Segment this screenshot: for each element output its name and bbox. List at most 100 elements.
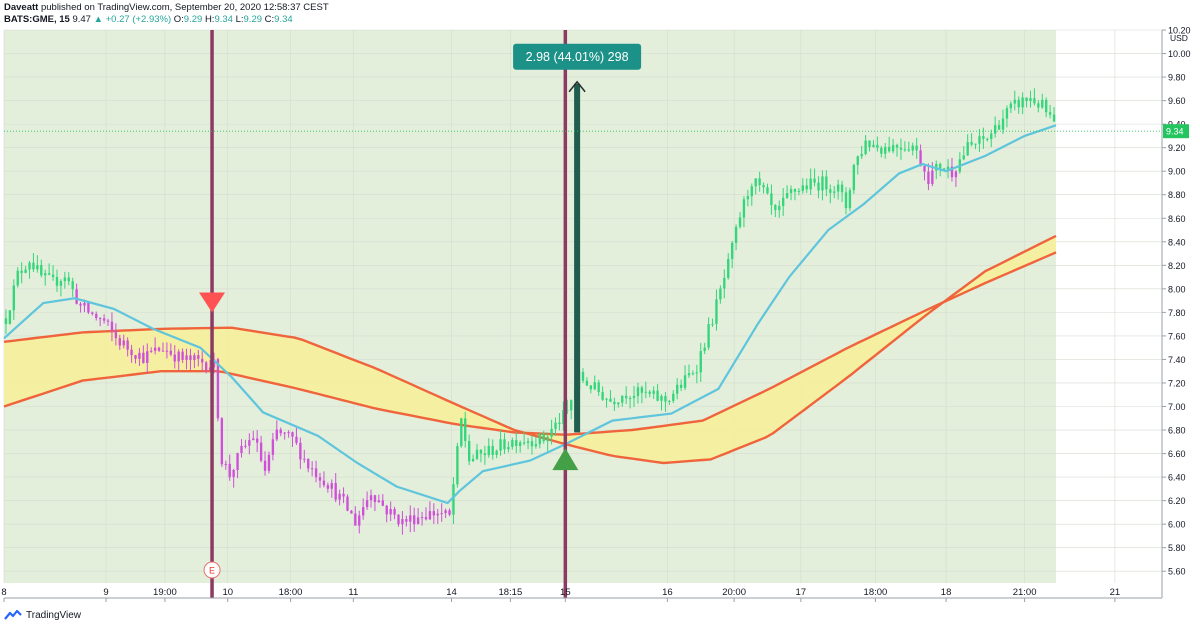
candle-body [550,428,553,437]
candle-body [664,395,667,402]
brand-label[interactable]: TradingView [26,609,82,621]
tradingview-logo-icon [4,609,22,620]
candle-body [915,145,918,151]
candle-body [413,515,416,525]
candle-body [1029,98,1032,102]
candle-body [389,509,392,515]
candle-body [51,274,55,277]
price-tick-label: 7.60 [1168,331,1186,341]
candle-body [102,318,106,321]
candle-body [28,262,31,270]
candle-body [750,186,753,197]
candle-body [848,190,852,209]
candle-body [177,351,180,362]
measure-label-box[interactable] [513,43,642,70]
candle-body [358,515,361,526]
candle-body [723,277,726,289]
event-badge[interactable] [203,561,221,579]
candle-body [640,387,644,393]
candle-body [660,395,663,401]
last-price-tag-label: 9.34 [1166,127,1184,137]
candle-body [326,485,330,489]
candle-body [342,493,345,497]
candle-body [966,142,969,156]
price-tick-label: 5.60 [1168,567,1186,577]
candle-body [903,149,907,151]
candle-body [487,445,490,456]
candle-body [880,147,883,154]
price-tick-label: 9.00 [1168,167,1186,177]
chart-header: Daveatt published on TradingView.com, Se… [4,2,329,26]
symbol-label[interactable]: BATS:GME, 15 [4,14,70,25]
candle-body [122,340,125,346]
candle-body [259,442,263,461]
candle-body [373,495,377,503]
candle-body [416,517,420,525]
candle-body [40,265,43,276]
candle-body [974,143,977,145]
ema-line [3,124,1057,505]
candle-body [87,302,90,313]
candle-body [864,140,867,154]
candle-body [860,153,863,157]
price-tick-label: 9.60 [1168,96,1186,106]
measure-arrow-head [568,80,586,93]
plot-area[interactable]: E 2.98 (44.01%) 298 [3,29,1162,598]
candle-body [369,495,373,501]
candle-body [495,450,498,455]
candle-body [852,164,856,191]
open-label: O: [173,14,184,25]
candle-body [624,395,628,399]
candle-body [381,500,384,506]
close-label: C: [264,14,275,25]
candle-body [307,458,310,469]
candle-body [409,515,412,522]
candle-body [314,468,318,478]
candle-body [817,182,820,191]
candle-body [672,393,675,401]
price-axis[interactable]: 10.2010.009.809.609.409.209.008.808.608.… [1161,26,1191,599]
candle-body [1041,99,1044,108]
candle-body [793,189,797,192]
candle-body [589,385,593,390]
candle-body [876,144,879,148]
candle-body [432,511,436,516]
publish-text: published on TradingView.com, September … [40,2,329,13]
price-tick-label: 9.80 [1168,73,1186,83]
candle-body [299,442,302,460]
time-tick-label: 18 [941,587,952,598]
price-tick-label: 6.80 [1168,426,1186,436]
author-name[interactable]: Daveatt [4,2,39,13]
candle-body [244,445,247,447]
candle-body [118,338,121,346]
candle-body [605,398,608,400]
candle-body [350,510,353,514]
candle-body [1033,98,1036,104]
session-background [4,30,1056,583]
sell-signal-marker[interactable] [199,292,226,313]
candle-body [12,285,15,311]
candle-body [499,439,502,451]
candle-body [507,446,510,450]
candle-body [338,493,341,500]
price-tick-label: 7.00 [1168,402,1186,412]
candle-body [679,384,683,388]
time-tick-label: 21 [1110,587,1121,598]
candle-body [990,133,993,139]
candle-body [1021,97,1024,108]
open-value: 9.29 [183,14,203,25]
candle-body [47,273,51,275]
candle-body [609,398,612,402]
candle-body [785,193,789,198]
candle-body [939,163,942,169]
candle-body [986,138,989,140]
buy-signal-marker[interactable] [552,448,579,471]
close-value: 9.34 [274,14,293,25]
time-axis[interactable]: 8 9 19:00 10 18:00 11 14 18:15 15 16 20:00 17 18:00 1… [1,587,1162,602]
candle-body [1037,103,1040,108]
candle-body [809,178,812,190]
candle-body [840,184,844,193]
candle-body [428,511,432,520]
candle-body [377,500,381,503]
candle-body [695,372,699,374]
